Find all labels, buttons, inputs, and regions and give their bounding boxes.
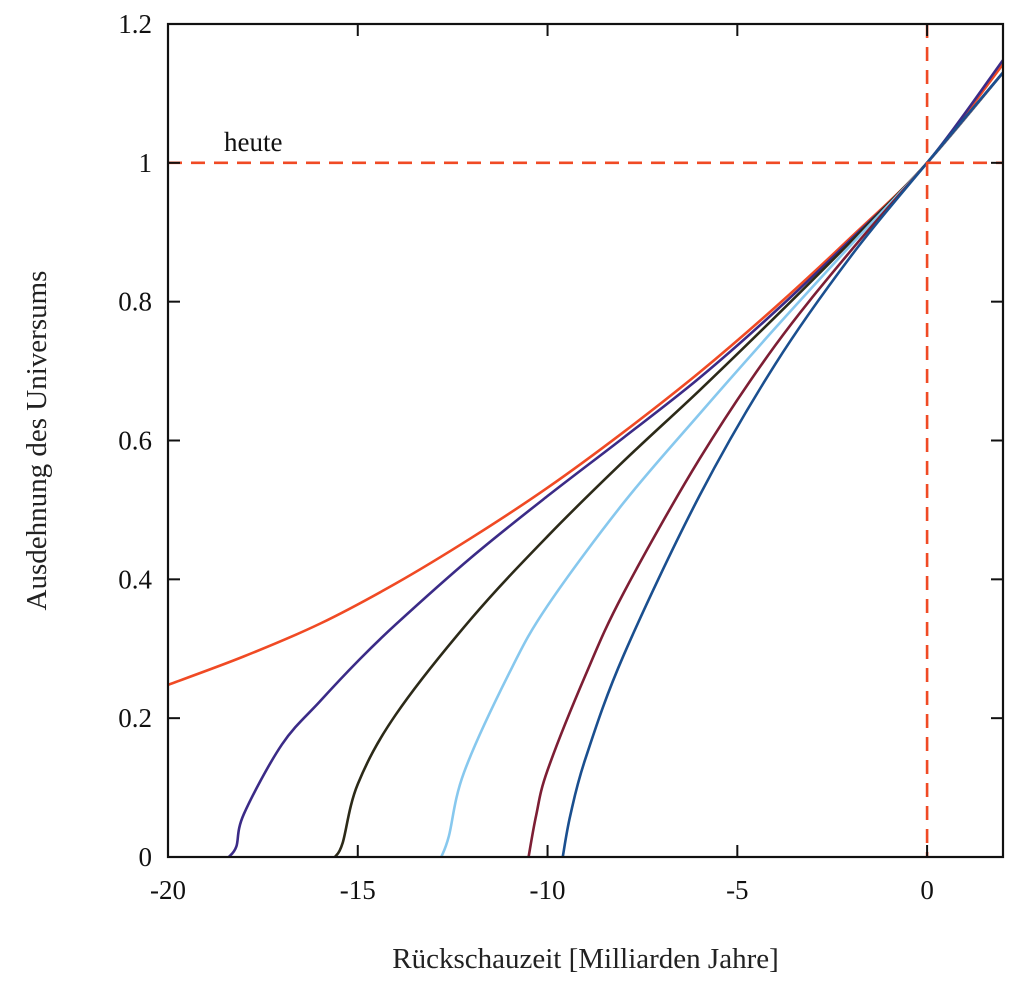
reference-lines bbox=[168, 24, 1003, 857]
y-tick-label: 0.4 bbox=[118, 564, 152, 594]
series-layer bbox=[168, 58, 1003, 857]
series-line-2 bbox=[227, 58, 1003, 857]
axis-ticks: -20 -15 -10 -5 0 0 0.2 0.4 0.6 0.8 1 1.2 bbox=[118, 9, 1003, 905]
y-tick-label: 0.8 bbox=[118, 287, 152, 317]
y-tick-label: 0.6 bbox=[118, 426, 152, 456]
plot-frame bbox=[166, 22, 1005, 859]
y-axis-title: Ausdehnung des Universums bbox=[21, 271, 53, 611]
y-tick-label: 1.2 bbox=[118, 9, 152, 39]
y-tick-label: 1 bbox=[139, 148, 153, 178]
x-tick-label: -20 bbox=[150, 875, 186, 905]
series-line-5 bbox=[527, 71, 1003, 857]
y-tick-label: 0.2 bbox=[118, 703, 152, 733]
series-line-6 bbox=[561, 71, 1003, 857]
y-tick-label: 0 bbox=[139, 842, 153, 872]
x-tick-label: -10 bbox=[530, 875, 566, 905]
heute-label: heute bbox=[224, 127, 282, 157]
x-axis-title: Rückschauzeit [Milliarden Jahre] bbox=[392, 943, 779, 975]
series-line-3 bbox=[333, 71, 1003, 857]
x-tick-label: 0 bbox=[920, 875, 934, 905]
series-line-1 bbox=[168, 62, 1003, 687]
x-tick-label: -5 bbox=[726, 875, 749, 905]
x-tick-label: -15 bbox=[340, 875, 376, 905]
series-line-4 bbox=[439, 71, 1003, 857]
